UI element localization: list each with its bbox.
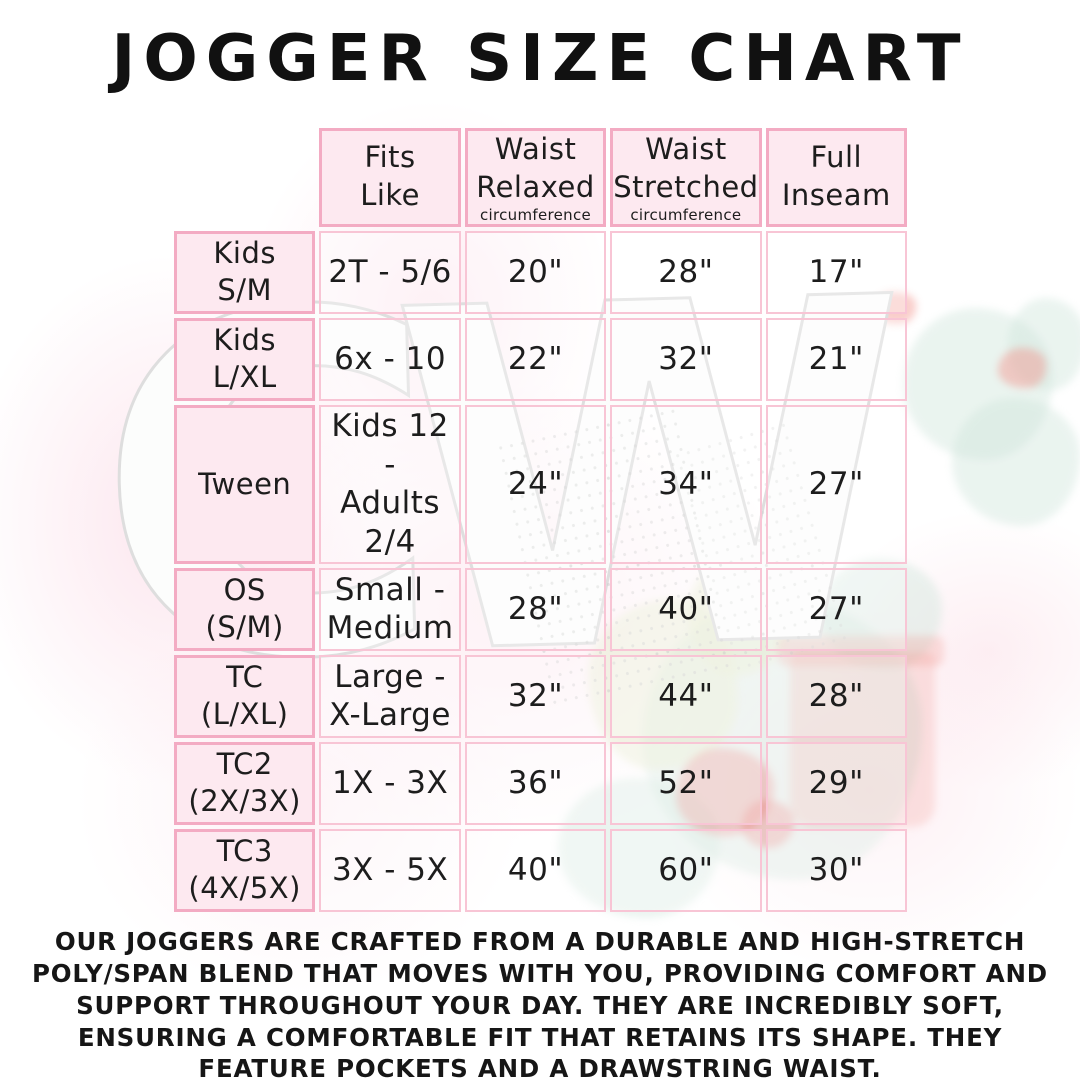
description-text: OUR JOGGERS ARE CRAFTED FROM A DURABLE A…: [32, 927, 1048, 1080]
row-label-tween: Tween: [174, 404, 316, 564]
table-cell: 52": [610, 741, 762, 825]
table-cell: 27": [765, 567, 907, 651]
table-cell: 24": [464, 404, 607, 564]
table-cell: 29": [765, 741, 907, 825]
column-header-fits-like: Fits Like: [319, 128, 461, 227]
row-label-tc2-2x3x: TC2 (2X/3X): [174, 741, 316, 825]
table-cell: 27": [765, 404, 907, 564]
flower-watermark: [998, 348, 1046, 388]
row-label-tc-lxl: TC (L/XL): [174, 654, 316, 738]
table-cell: 60": [610, 828, 762, 912]
cactus-watermark: [558, 778, 720, 918]
row-label-os-sm: OS (S/M): [174, 567, 316, 651]
size-chart-table: Fits Like Waist Relaxed circumference Wai…: [174, 128, 907, 912]
cactus-watermark: [1008, 298, 1080, 390]
row-label-kids-sm: Kids S/M: [174, 230, 316, 314]
table-cell: 21": [765, 317, 907, 401]
cactus-watermark: [820, 558, 942, 670]
pot-watermark: [790, 652, 935, 827]
table-cell: 30": [765, 828, 907, 912]
table-cell: 34": [610, 404, 762, 564]
row-label-tc3-4x5x: TC3 (4X/5X): [174, 828, 316, 912]
column-header-label: Waist Relaxed: [476, 132, 595, 204]
table-cell: 40": [610, 567, 762, 651]
table-cell: 36": [464, 741, 607, 825]
table-cell: 6x - 10: [319, 317, 461, 401]
column-header-label: Fits Like: [360, 140, 421, 212]
corner-cell: [174, 128, 315, 227]
table-cell: 32": [464, 654, 607, 738]
table-cell: 2T - 5/6: [319, 230, 461, 314]
column-header-label: Waist Stretched: [613, 132, 759, 204]
table-cell: Large - X-Large: [319, 654, 461, 738]
column-header-sublabel: circumference: [479, 206, 592, 225]
cactus-watermark: [903, 308, 1053, 460]
flower-watermark: [676, 748, 774, 836]
table-cell: 28": [464, 567, 607, 651]
table-cell: 20": [464, 230, 607, 314]
column-header-sublabel: circumference: [630, 206, 742, 225]
column-header-waist-stretched: Waist Stretched circumference: [610, 128, 762, 227]
table-cell: 28": [765, 654, 907, 738]
column-header-waist-relaxed: Waist Relaxed circumference: [464, 128, 607, 227]
table-cell: Kids 12 - Adults 2/4: [319, 404, 461, 564]
page-title: JOGGER SIZE CHART: [111, 22, 969, 96]
table-cell: 17": [765, 230, 907, 314]
row-label-kids-lxl: Kids L/XL: [174, 317, 316, 401]
table-cell: 44": [610, 654, 762, 738]
table-cell: 28": [610, 230, 762, 314]
pot-watermark: [778, 636, 944, 666]
table-cell: Small - Medium: [319, 567, 461, 651]
table-cell: 32": [610, 317, 762, 401]
table-cell: 40": [464, 828, 607, 912]
column-header-full-inseam: Full Inseam: [765, 128, 907, 227]
table-cell: 3X - 5X: [319, 828, 461, 912]
table-cell: 1X - 3X: [319, 741, 461, 825]
column-header-label: Full Inseam: [781, 140, 891, 212]
table-cell: 22": [464, 317, 607, 401]
cactus-watermark: [952, 398, 1080, 526]
